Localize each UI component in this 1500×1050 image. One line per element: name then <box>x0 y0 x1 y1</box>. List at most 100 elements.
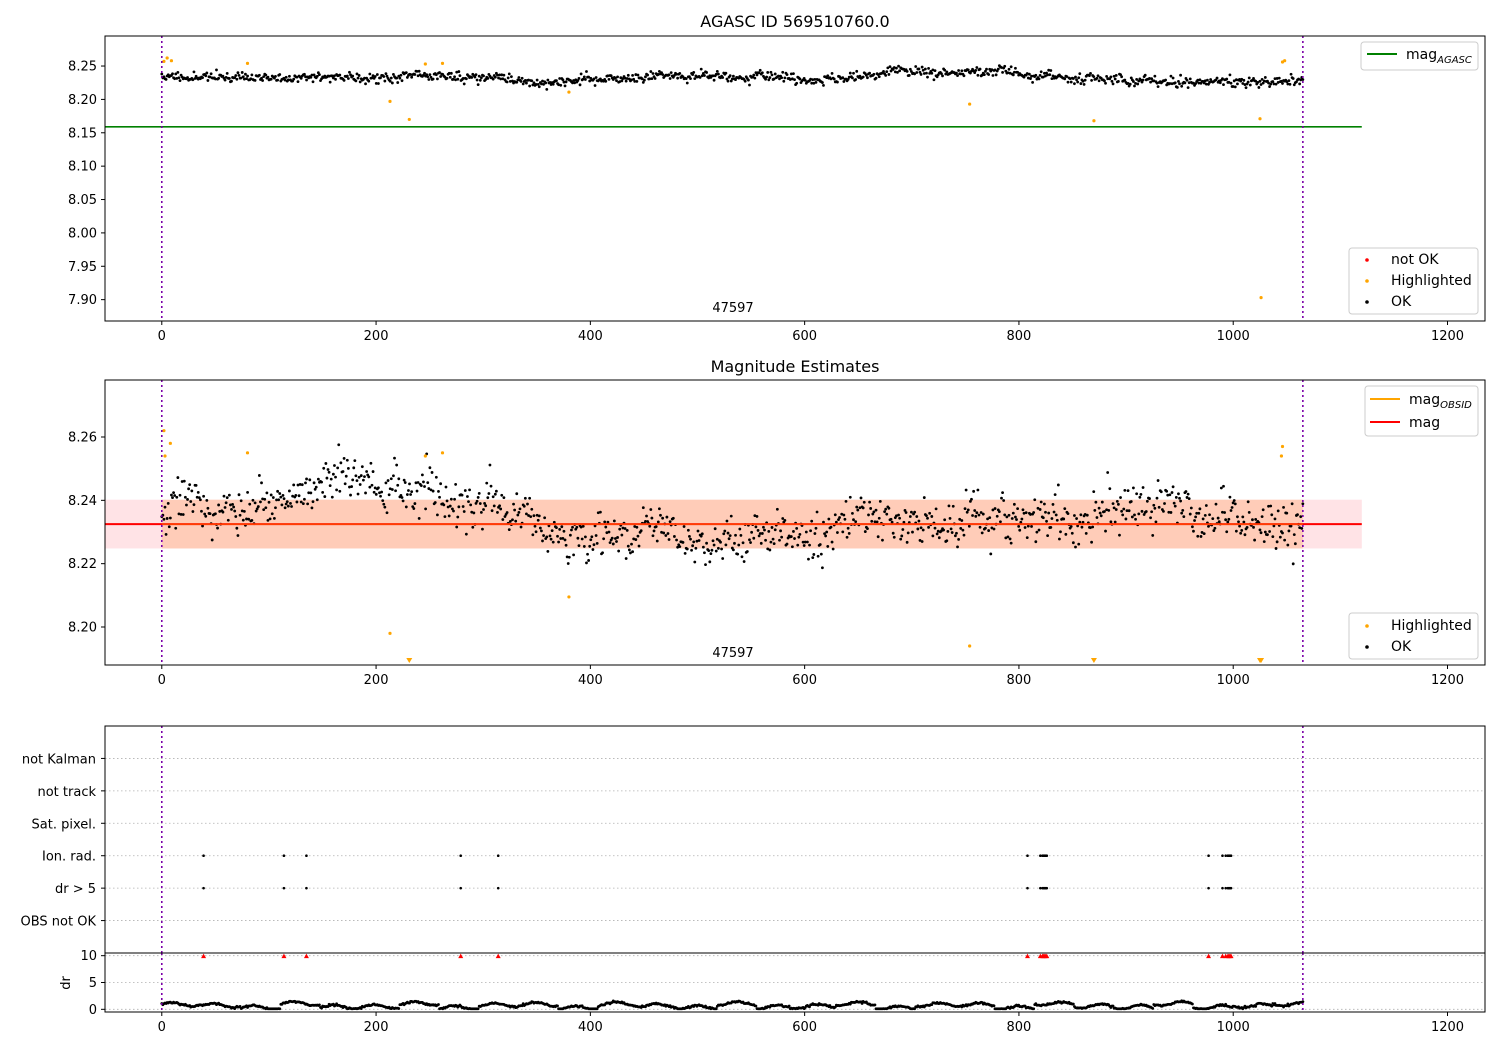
est-ok-point <box>328 484 332 488</box>
est-ok-point <box>789 535 793 538</box>
est-ok-point <box>675 538 678 542</box>
agasc-ok-point <box>496 73 499 77</box>
agasc-ok-point <box>1003 64 1007 68</box>
est-ok-point <box>1025 536 1029 540</box>
agasc-ok-point <box>889 69 893 73</box>
est-ok-point <box>1030 525 1033 528</box>
est-ok-point <box>591 548 595 551</box>
agasc-ok-point <box>1135 77 1139 81</box>
est-ok-point <box>713 527 717 531</box>
est-highlighted-point <box>423 454 427 458</box>
est-ok-point <box>289 502 292 505</box>
dr-point <box>787 1004 791 1008</box>
agasc-ok-point <box>1128 82 1132 86</box>
est-ok-point <box>223 506 227 509</box>
agasc-ok-point <box>678 71 682 75</box>
agasc-ok-point <box>585 70 588 73</box>
est-ok-point <box>725 519 729 523</box>
agasc-ok-point <box>305 78 308 82</box>
agasc-ok-point <box>754 71 758 75</box>
est-ok-point <box>772 542 776 546</box>
agasc-ok-point <box>296 80 300 83</box>
agasc-ok-point <box>241 75 245 79</box>
est-ok-point <box>946 529 950 533</box>
est-ok-point <box>417 517 421 520</box>
est-ok-point <box>1171 485 1175 489</box>
est-ok-point <box>915 515 919 518</box>
est-ok-point <box>429 488 433 492</box>
est-ok-point <box>575 525 579 529</box>
est-ok-point <box>955 531 958 535</box>
est-ok-point <box>565 555 569 559</box>
est-ok-point <box>180 480 184 483</box>
est-ok-point <box>1052 510 1056 514</box>
est-ok-point <box>250 518 254 522</box>
agasc-ok-point <box>1081 79 1085 83</box>
dr-point <box>278 1007 282 1011</box>
agasc-ok-point <box>389 76 393 80</box>
est-ok-point <box>981 512 985 516</box>
est-ok-point <box>891 531 895 535</box>
agasc-ok-point <box>253 79 257 82</box>
est-ok-point <box>861 506 865 510</box>
est-ok-point <box>753 514 757 518</box>
agasc-ok-point <box>728 74 732 78</box>
agasc-ok-point <box>712 78 716 82</box>
est-ok-point <box>754 525 758 529</box>
est-ok-point <box>840 512 844 516</box>
est-ok-point <box>187 487 190 491</box>
est-ok-point <box>487 492 491 495</box>
est-ok-point <box>1091 525 1095 529</box>
est-ok-point <box>210 538 214 542</box>
est-ok-point <box>1053 493 1057 497</box>
agasc-ok-point <box>905 69 909 73</box>
agasc-ok-point <box>1274 82 1278 86</box>
agasc-ok-point <box>392 73 395 76</box>
agasc-ok-point <box>676 76 680 80</box>
agasc-ok-point <box>1287 79 1291 83</box>
agasc-ok-point <box>994 73 998 77</box>
est-ok-point <box>704 563 707 567</box>
agasc-ok-point <box>260 76 263 80</box>
agasc-ok-point <box>1276 81 1280 84</box>
agasc-ok-point <box>897 64 900 68</box>
est-xtick-label: 800 <box>1007 673 1032 688</box>
est-ok-point <box>285 500 289 504</box>
agasc-ok-point <box>940 72 943 76</box>
est-ok-point <box>682 525 686 528</box>
est-ok-point <box>940 529 943 533</box>
est-highlighted-point <box>388 631 392 635</box>
est-ok-point <box>343 482 347 486</box>
agasc-ok-point <box>375 73 379 76</box>
agasc-ok-point <box>249 77 253 81</box>
est-ok-point <box>455 525 459 529</box>
agasc-ok-point <box>1208 80 1211 84</box>
agasc-xtick-label: 0 <box>158 329 166 344</box>
est-ok-point <box>583 535 587 539</box>
agasc-ok-point <box>795 81 799 85</box>
est-ok-point <box>513 508 517 512</box>
est-ok-point <box>1012 502 1016 506</box>
est-ok-point <box>484 504 488 508</box>
est-ok-point <box>711 539 715 543</box>
est-ok-point <box>428 466 432 470</box>
est-ok-point <box>1252 525 1255 529</box>
est-ok-point <box>733 541 736 545</box>
agasc-ok-point <box>811 78 815 82</box>
agasc-ok-point <box>908 67 912 71</box>
agasc-ok-point <box>491 77 495 81</box>
agasc-ok-point <box>587 75 591 79</box>
dr-clipped-marker <box>458 953 464 959</box>
est-ok-point <box>1286 543 1290 547</box>
est-ok-point <box>801 540 805 544</box>
est-ok-point <box>986 517 989 521</box>
est-highlighted-legend-label: Highlighted <box>1391 618 1472 634</box>
est-ok-point <box>804 530 808 534</box>
agasc-ok-point <box>1262 79 1266 83</box>
highlighted-legend-marker <box>1365 279 1369 283</box>
est-ok-point <box>259 500 262 504</box>
est-ok-point <box>197 496 201 500</box>
agasc-panel: AGASC ID 569510760.0 0 200 400 600 800 1000 12… <box>68 12 1486 344</box>
